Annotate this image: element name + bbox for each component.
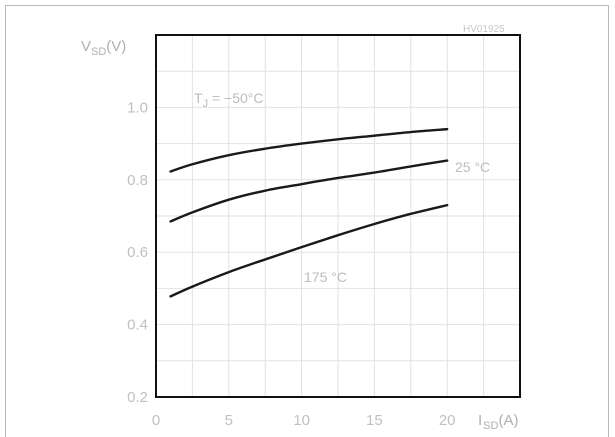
x-axis-label-sub: SD (483, 420, 498, 432)
figure-code: HV01925 (463, 24, 505, 35)
chart-frame (5, 5, 609, 437)
x-axis-label-main: I (478, 412, 482, 429)
grid (156, 35, 520, 397)
x-tick-label: 0 (152, 412, 160, 429)
annotation-25c: 25 °C (455, 159, 490, 175)
y-tick-label: 1.0 (127, 99, 148, 116)
x-tick-labels: 0 5 10 15 20 (152, 412, 456, 429)
plot-frame (155, 34, 521, 398)
annotation-tj-sub: J (203, 98, 209, 110)
annotation-tj-main: T (194, 90, 203, 106)
x-tick-label: 15 (366, 412, 383, 429)
x-tick-label: 5 (225, 412, 233, 429)
y-tick-labels: 0.2 0.4 0.6 0.8 1.0 (127, 99, 148, 406)
y-tick-label: 0.6 (127, 244, 148, 261)
y-tick-label: 0.8 (127, 172, 148, 189)
y-axis-label-unit: (V) (106, 38, 126, 55)
x-tick-label: 20 (439, 412, 456, 429)
annotation-175c: 175 °C (304, 269, 347, 285)
curve-tj-minus-50c (169, 127, 449, 173)
curve-25c (169, 159, 449, 223)
y-axis-label-main: V (81, 38, 91, 55)
annotation-tj-rest: = −50°C (208, 90, 263, 106)
y-tick-label: 0.2 (127, 389, 148, 406)
x-tick-label: 10 (293, 412, 310, 429)
curve-175c (169, 203, 449, 298)
curves (169, 127, 449, 298)
x-axis-label: ISD(A) (478, 412, 518, 432)
y-tick-label: 0.4 (127, 317, 148, 334)
annotation-tj-minus-50c: TJ = −50°C (194, 90, 263, 110)
x-axis-label-unit: (A) (498, 412, 518, 429)
y-axis-label-sub: SD (91, 46, 106, 58)
y-axis-label: VSD(V) (81, 38, 126, 58)
